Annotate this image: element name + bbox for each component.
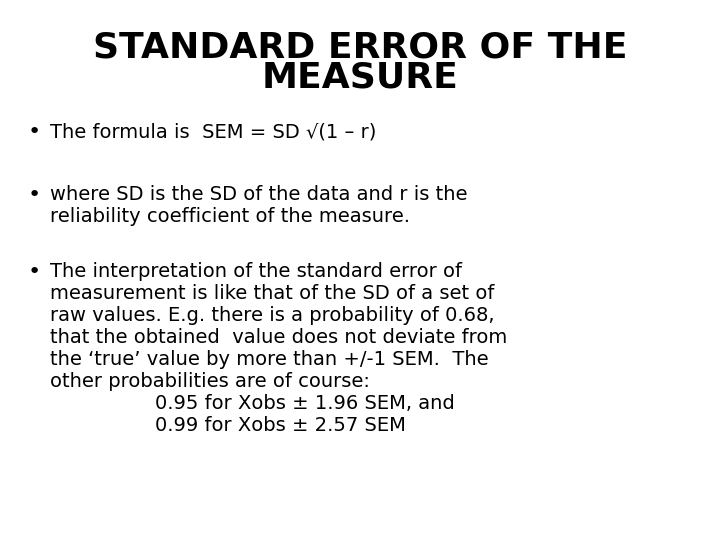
Text: The formula is  SEM = SD √(1 – r): The formula is SEM = SD √(1 – r): [50, 122, 377, 141]
Text: The interpretation of the standard error of: The interpretation of the standard error…: [50, 262, 462, 281]
Text: that the obtained  value does not deviate from: that the obtained value does not deviate…: [50, 328, 508, 347]
Text: raw values. E.g. there is a probability of 0.68,: raw values. E.g. there is a probability …: [50, 306, 495, 325]
Text: the ‘true’ value by more than +/-1 SEM.  The: the ‘true’ value by more than +/-1 SEM. …: [50, 350, 489, 369]
Text: 0.95 for Xobs ± 1.96 SEM, and: 0.95 for Xobs ± 1.96 SEM, and: [155, 394, 455, 413]
Text: reliability coefficient of the measure.: reliability coefficient of the measure.: [50, 207, 410, 226]
Text: MEASURE: MEASURE: [261, 60, 459, 94]
Text: other probabilities are of course:: other probabilities are of course:: [50, 372, 370, 391]
Text: 0.99 for Xobs ± 2.57 SEM: 0.99 for Xobs ± 2.57 SEM: [155, 416, 406, 435]
Text: measurement is like that of the SD of a set of: measurement is like that of the SD of a …: [50, 284, 495, 303]
Text: •: •: [28, 122, 41, 142]
Text: •: •: [28, 262, 41, 282]
Text: STANDARD ERROR OF THE: STANDARD ERROR OF THE: [93, 30, 627, 64]
Text: where SD is the SD of the data and r is the: where SD is the SD of the data and r is …: [50, 185, 467, 204]
Text: •: •: [28, 185, 41, 205]
